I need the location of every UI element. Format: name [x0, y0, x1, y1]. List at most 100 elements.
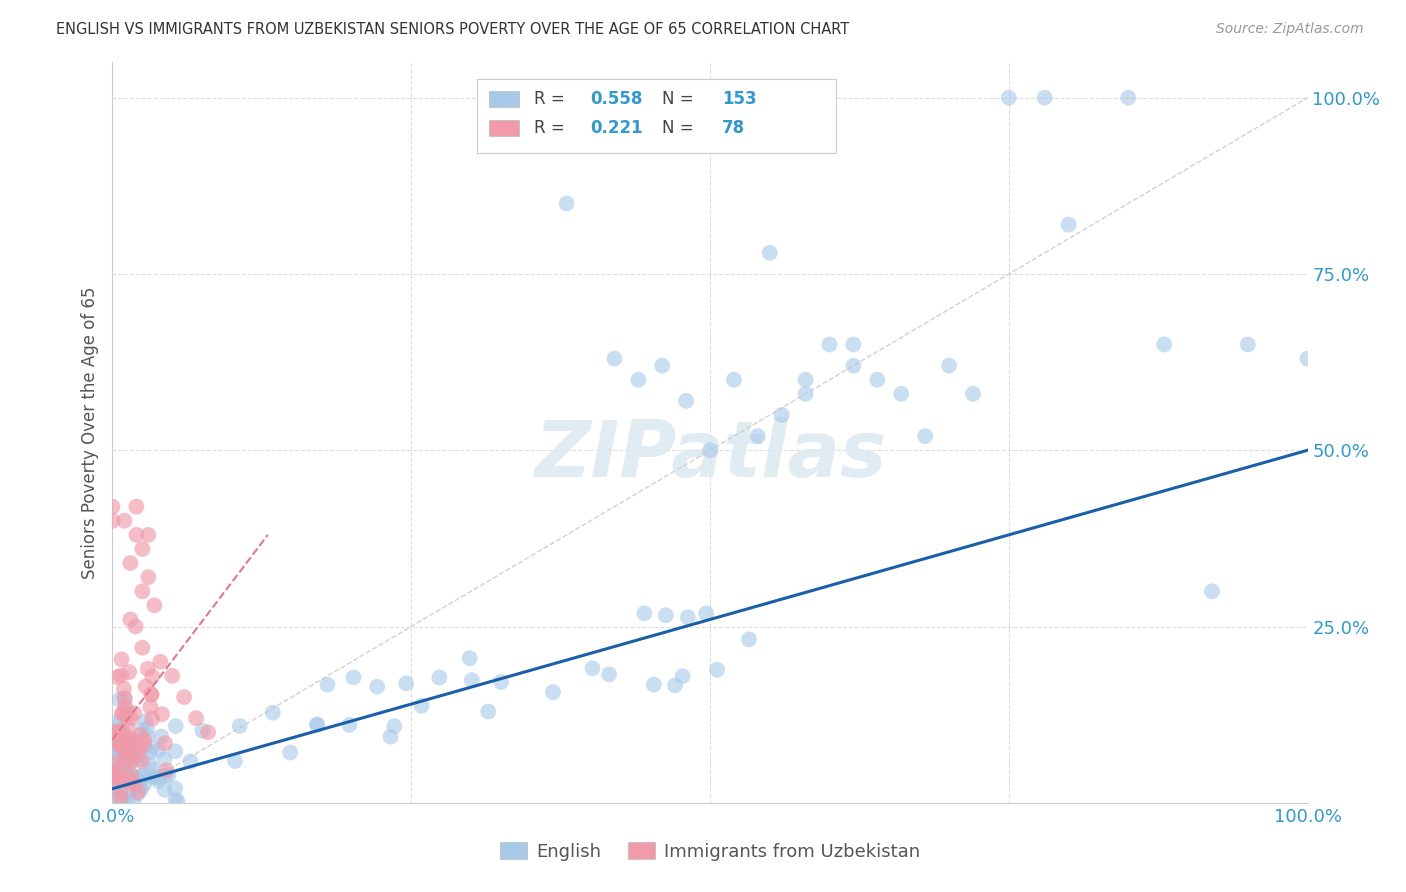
- Point: [124, 619, 146, 633]
- Point: [120, 612, 142, 626]
- Point: [122, 733, 145, 747]
- Point: [148, 743, 170, 757]
- Point: [120, 747, 142, 761]
- Point: [118, 782, 141, 797]
- Point: [131, 769, 153, 783]
- Point: [695, 607, 717, 621]
- Point: [122, 750, 145, 764]
- Point: [1057, 218, 1080, 232]
- Point: [134, 714, 156, 728]
- Point: [676, 610, 699, 624]
- Point: [149, 655, 172, 669]
- Point: [101, 737, 124, 751]
- Point: [112, 757, 135, 772]
- Text: R =: R =: [534, 120, 571, 137]
- Point: [633, 607, 655, 621]
- Point: [132, 738, 155, 752]
- Point: [105, 720, 128, 734]
- Point: [121, 736, 143, 750]
- Point: [139, 745, 162, 759]
- Point: [738, 632, 761, 647]
- Point: [110, 791, 132, 805]
- Point: [141, 712, 163, 726]
- Point: [706, 663, 728, 677]
- Point: [541, 685, 564, 699]
- Point: [278, 746, 301, 760]
- Point: [794, 387, 817, 401]
- Point: [110, 652, 132, 666]
- Point: [165, 744, 187, 758]
- Point: [111, 731, 134, 746]
- Point: [153, 752, 176, 766]
- Point: [150, 730, 173, 744]
- Point: [107, 732, 129, 747]
- Point: [458, 651, 481, 665]
- Point: [101, 500, 124, 514]
- Point: [141, 688, 163, 702]
- Point: [477, 705, 499, 719]
- Point: [103, 756, 125, 770]
- Point: [139, 700, 162, 714]
- Point: [107, 764, 129, 779]
- Point: [101, 514, 124, 528]
- Point: [112, 772, 135, 786]
- Point: [120, 734, 142, 748]
- Point: [108, 753, 131, 767]
- Point: [103, 772, 125, 786]
- Point: [129, 780, 152, 795]
- Point: [224, 754, 246, 768]
- Point: [110, 785, 132, 799]
- Point: [114, 747, 136, 761]
- Point: [141, 687, 163, 701]
- Point: [122, 795, 145, 809]
- Point: [125, 772, 148, 786]
- Point: [127, 779, 149, 793]
- Point: [114, 762, 136, 776]
- Point: [114, 514, 135, 528]
- Point: [110, 668, 132, 682]
- Point: [103, 780, 125, 795]
- Point: [131, 755, 153, 769]
- Point: [142, 762, 165, 776]
- Point: [427, 671, 450, 685]
- Point: [122, 775, 145, 789]
- Point: [141, 669, 163, 683]
- Point: [110, 766, 132, 780]
- Point: [129, 753, 152, 767]
- Point: [118, 774, 141, 789]
- Point: [366, 680, 388, 694]
- Point: [115, 708, 138, 723]
- Point: [115, 741, 138, 756]
- Text: R =: R =: [534, 90, 571, 108]
- Point: [131, 584, 153, 599]
- Point: [110, 726, 132, 740]
- Point: [131, 541, 153, 556]
- Text: Source: ZipAtlas.com: Source: ZipAtlas.com: [1216, 22, 1364, 37]
- Point: [153, 782, 176, 797]
- Point: [105, 737, 128, 751]
- Point: [114, 748, 136, 763]
- Point: [120, 755, 142, 769]
- Point: [117, 785, 139, 799]
- Point: [128, 747, 150, 762]
- Point: [489, 674, 512, 689]
- Point: [114, 691, 136, 706]
- Point: [124, 777, 146, 791]
- Point: [108, 772, 131, 786]
- Point: [111, 725, 134, 739]
- Point: [664, 678, 686, 692]
- Point: [112, 706, 135, 720]
- Point: [112, 681, 135, 696]
- Point: [108, 762, 131, 776]
- Point: [134, 733, 156, 747]
- Point: [723, 373, 745, 387]
- Point: [135, 680, 157, 694]
- Point: [104, 747, 127, 761]
- Point: [166, 794, 188, 808]
- Point: [770, 408, 793, 422]
- Point: [1201, 584, 1223, 599]
- Point: [115, 794, 138, 808]
- Point: [129, 728, 152, 742]
- Point: [125, 500, 148, 514]
- Point: [382, 719, 405, 733]
